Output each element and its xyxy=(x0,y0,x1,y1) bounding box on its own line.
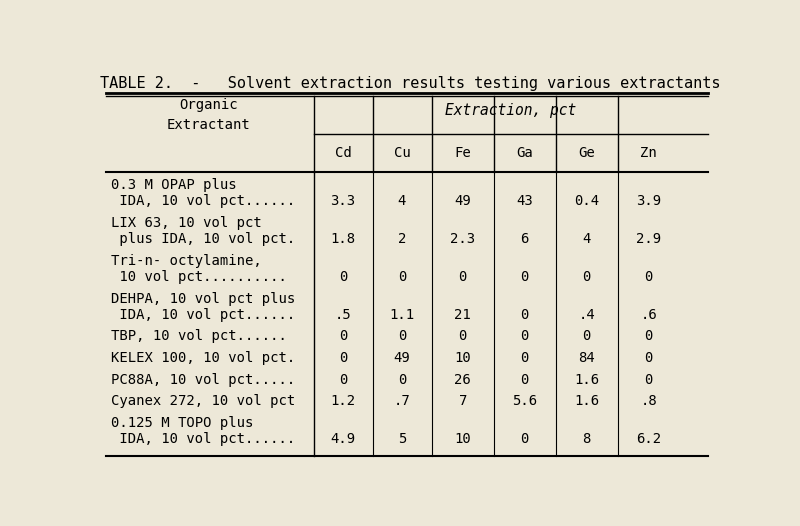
Text: 0: 0 xyxy=(521,351,529,365)
Text: .4: .4 xyxy=(578,308,595,321)
Text: 1.6: 1.6 xyxy=(574,372,599,387)
Text: 0: 0 xyxy=(521,308,529,321)
Text: 0: 0 xyxy=(398,372,406,387)
Text: 0: 0 xyxy=(582,329,591,343)
Text: LIX 63, 10 vol pct: LIX 63, 10 vol pct xyxy=(111,216,262,230)
Text: Fe: Fe xyxy=(454,146,471,160)
Text: plus IDA, 10 vol pct.: plus IDA, 10 vol pct. xyxy=(111,232,295,246)
Text: 0: 0 xyxy=(582,270,591,284)
Text: .5: .5 xyxy=(334,308,351,321)
Text: Organic: Organic xyxy=(179,98,238,112)
Text: 43: 43 xyxy=(516,195,533,208)
Text: 21: 21 xyxy=(454,308,471,321)
Text: Ge: Ge xyxy=(578,146,595,160)
Text: .6: .6 xyxy=(640,308,657,321)
Text: PC88A, 10 vol pct.....: PC88A, 10 vol pct..... xyxy=(111,372,295,387)
Text: IDA, 10 vol pct......: IDA, 10 vol pct...... xyxy=(111,432,295,446)
Text: DEHPA, 10 vol pct plus: DEHPA, 10 vol pct plus xyxy=(111,291,295,306)
Text: KELEX 100, 10 vol pct.: KELEX 100, 10 vol pct. xyxy=(111,351,295,365)
Text: 0: 0 xyxy=(645,351,653,365)
Text: IDA, 10 vol pct......: IDA, 10 vol pct...... xyxy=(111,308,295,321)
Text: TBP, 10 vol pct......: TBP, 10 vol pct...... xyxy=(111,329,287,343)
Text: 6: 6 xyxy=(521,232,529,246)
Text: 1.1: 1.1 xyxy=(390,308,414,321)
Text: 0: 0 xyxy=(521,432,529,446)
Text: 0.4: 0.4 xyxy=(574,195,599,208)
Text: 0: 0 xyxy=(521,270,529,284)
Text: 10: 10 xyxy=(454,351,471,365)
Text: 4: 4 xyxy=(398,195,406,208)
Text: 3.9: 3.9 xyxy=(636,195,662,208)
Text: 26: 26 xyxy=(454,372,471,387)
Text: Tri-n- octylamine,: Tri-n- octylamine, xyxy=(111,254,262,268)
Text: 1.2: 1.2 xyxy=(330,394,356,408)
Text: 0: 0 xyxy=(521,372,529,387)
Text: Extractant: Extractant xyxy=(166,118,250,132)
Text: 7: 7 xyxy=(458,394,467,408)
Text: Cu: Cu xyxy=(394,146,410,160)
Text: 49: 49 xyxy=(454,195,471,208)
Text: 0: 0 xyxy=(645,270,653,284)
Text: 0: 0 xyxy=(521,329,529,343)
Text: Zn: Zn xyxy=(640,146,657,160)
Text: 2: 2 xyxy=(398,232,406,246)
Text: 1.6: 1.6 xyxy=(574,394,599,408)
Text: 4: 4 xyxy=(582,232,591,246)
Text: 0.125 Μ TOPO plus: 0.125 Μ TOPO plus xyxy=(111,416,254,430)
Text: 0: 0 xyxy=(458,270,467,284)
Text: 1.8: 1.8 xyxy=(330,232,356,246)
Text: Extraction, pct: Extraction, pct xyxy=(445,103,576,118)
Text: 10: 10 xyxy=(454,432,471,446)
Text: 5.6: 5.6 xyxy=(512,394,538,408)
Text: 3.3: 3.3 xyxy=(330,195,356,208)
Text: Cyanex 272, 10 vol pct: Cyanex 272, 10 vol pct xyxy=(111,394,295,408)
Text: 0: 0 xyxy=(458,329,467,343)
Text: .7: .7 xyxy=(394,394,410,408)
Text: 0: 0 xyxy=(645,329,653,343)
Text: IDA, 10 vol pct......: IDA, 10 vol pct...... xyxy=(111,195,295,208)
Text: 0: 0 xyxy=(339,351,347,365)
Text: 0: 0 xyxy=(339,270,347,284)
Text: 0: 0 xyxy=(645,372,653,387)
Text: 5: 5 xyxy=(398,432,406,446)
Text: 6.2: 6.2 xyxy=(636,432,662,446)
Text: 0.3 Μ OPAP plus: 0.3 Μ OPAP plus xyxy=(111,178,237,193)
Text: Cd: Cd xyxy=(334,146,351,160)
Text: 2.9: 2.9 xyxy=(636,232,662,246)
Text: 10 vol pct..........: 10 vol pct.......... xyxy=(111,270,287,284)
Text: 8: 8 xyxy=(582,432,591,446)
Text: 0: 0 xyxy=(339,372,347,387)
Text: .8: .8 xyxy=(640,394,657,408)
Text: 84: 84 xyxy=(578,351,595,365)
Text: TABLE 2.  -   Solvent extraction results testing various extractants: TABLE 2. - Solvent extraction results te… xyxy=(100,76,720,91)
Text: 0: 0 xyxy=(398,270,406,284)
Text: 0: 0 xyxy=(398,329,406,343)
Text: Ga: Ga xyxy=(516,146,533,160)
Text: 4.9: 4.9 xyxy=(330,432,356,446)
Text: 0: 0 xyxy=(339,329,347,343)
Text: 2.3: 2.3 xyxy=(450,232,475,246)
Text: 49: 49 xyxy=(394,351,410,365)
